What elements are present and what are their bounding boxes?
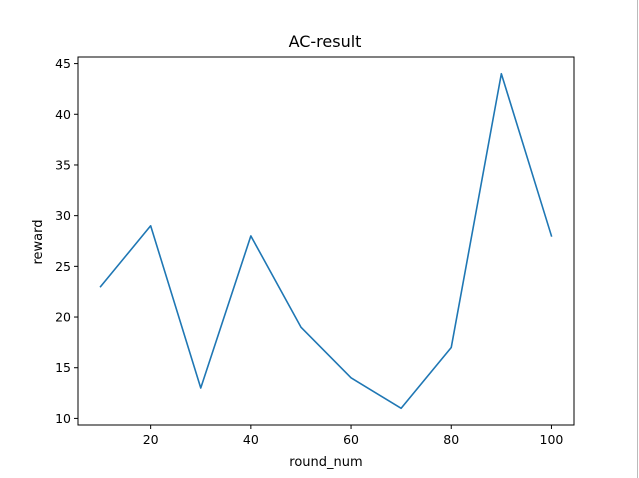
plot-frame <box>77 56 575 426</box>
plot-area <box>99 72 553 410</box>
y-axis-label: reward <box>31 219 46 264</box>
series-line <box>99 72 553 410</box>
y-tick-label: 10 <box>55 411 71 426</box>
x-tick-label: 40 <box>243 432 259 447</box>
y-tick-label: 30 <box>55 208 71 223</box>
x-axis: 20 40 60 80 100 <box>143 425 564 447</box>
x-tick-label: 80 <box>443 432 459 447</box>
chart-title: AC-result <box>289 32 362 51</box>
x-axis-label: round_num <box>289 455 362 470</box>
y-axis: 10 15 20 25 30 35 40 45 <box>55 56 78 426</box>
y-tick-label: 25 <box>55 259 71 274</box>
x-tick-label: 20 <box>143 432 159 447</box>
x-tick-label: 60 <box>343 432 359 447</box>
window-edge <box>637 0 638 478</box>
x-tick-label: 100 <box>540 432 564 447</box>
y-tick-label: 35 <box>55 157 71 172</box>
y-tick-label: 45 <box>55 56 71 71</box>
y-tick-label: 15 <box>55 360 71 375</box>
y-tick-label: 20 <box>55 310 71 325</box>
y-tick-label: 40 <box>55 107 71 122</box>
